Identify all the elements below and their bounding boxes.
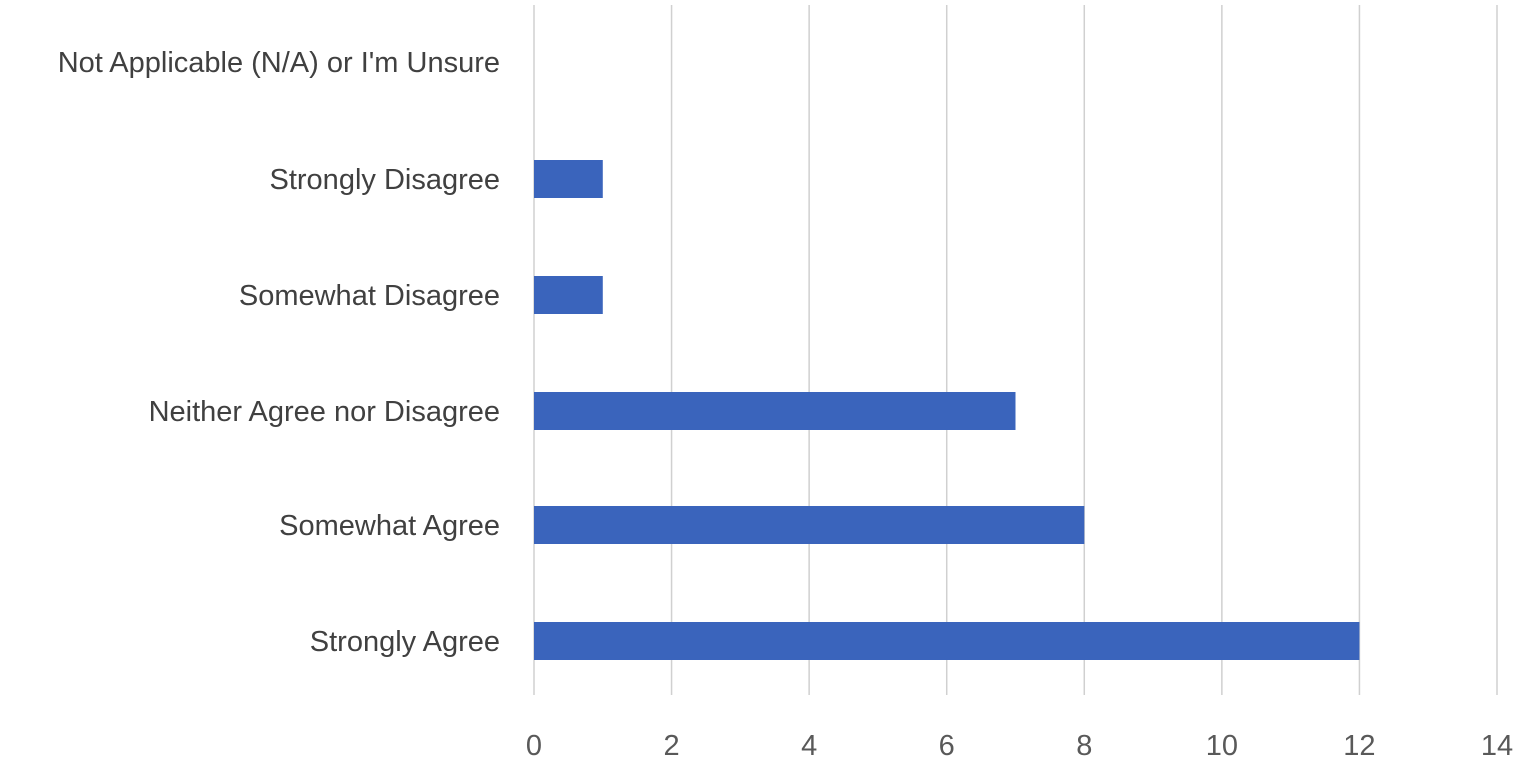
- x-tick-label: 14: [1481, 730, 1513, 762]
- bar: [534, 622, 1360, 660]
- category-label: Somewhat Agree: [279, 510, 500, 542]
- category-label: Somewhat Disagree: [239, 280, 500, 312]
- bar: [534, 392, 1016, 430]
- bar: [534, 506, 1085, 544]
- x-tick-label: 10: [1206, 730, 1238, 762]
- category-label: Strongly Agree: [310, 626, 500, 658]
- x-tick-label: 2: [664, 730, 680, 762]
- x-tick-label: 8: [1076, 730, 1092, 762]
- x-tick-label: 12: [1343, 730, 1375, 762]
- x-axis-tick-labels: 0 2 4 6 8 10 12 14: [526, 730, 1513, 762]
- x-tick-label: 4: [801, 730, 817, 762]
- category-label: Strongly Disagree: [270, 164, 501, 196]
- bars: [534, 160, 1360, 660]
- bar: [534, 160, 603, 198]
- x-tick-label: 6: [939, 730, 955, 762]
- category-label: Not Applicable (N/A) or I'm Unsure: [58, 47, 500, 79]
- x-tick-label: 0: [526, 730, 542, 762]
- category-labels: Not Applicable (N/A) or I'm Unsure Strong…: [58, 47, 500, 658]
- gridlines: [533, 5, 1498, 695]
- bar: [534, 276, 603, 314]
- category-label: Neither Agree nor Disagree: [149, 396, 500, 428]
